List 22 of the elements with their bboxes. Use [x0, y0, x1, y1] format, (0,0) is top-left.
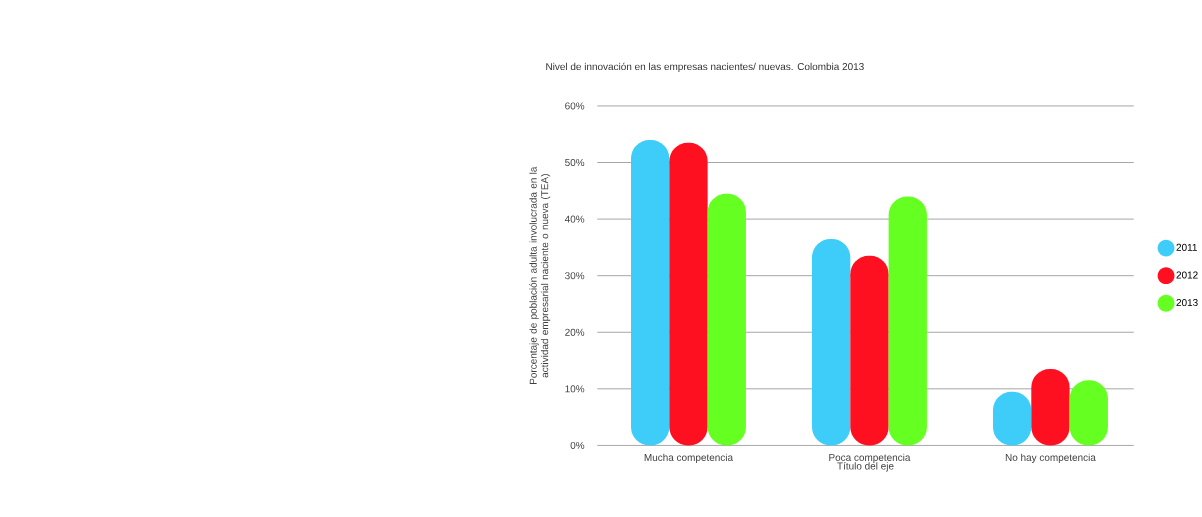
legend-label: 2012 — [1176, 271, 1198, 279]
x-tick-label: No hay competencia — [1005, 453, 1096, 463]
y-tick-label: 60% — [565, 102, 585, 110]
y-tick-label: 50% — [565, 158, 585, 166]
bar — [669, 142, 708, 446]
x-tick-label: Poca competencia — [829, 453, 911, 463]
y-tick-label: 0% — [570, 441, 585, 449]
y-tick-label: 20% — [565, 328, 585, 336]
legend-label: 2013 — [1176, 298, 1198, 306]
x-axis-title: Título del eje — [837, 461, 894, 472]
y-tick-label: 10% — [565, 385, 585, 393]
y-tick-label: 30% — [565, 272, 585, 280]
y-tick-label: 40% — [564, 215, 585, 223]
bar — [812, 238, 851, 446]
bar — [888, 196, 927, 446]
bar — [850, 255, 889, 446]
bar — [707, 193, 746, 446]
chart-title: Nivel de innovación en las empresas nacientes/ nuevas. Colombia 2013 — [546, 62, 864, 72]
y-axis-title: Porcentaje de población adulta involucrada en la actividad empresarial naciente o nueva (TEA) — [529, 166, 551, 384]
legend-label: 2011 — [1176, 243, 1197, 251]
bar — [631, 139, 670, 446]
x-tick-label: Mucha competencia — [644, 453, 734, 463]
